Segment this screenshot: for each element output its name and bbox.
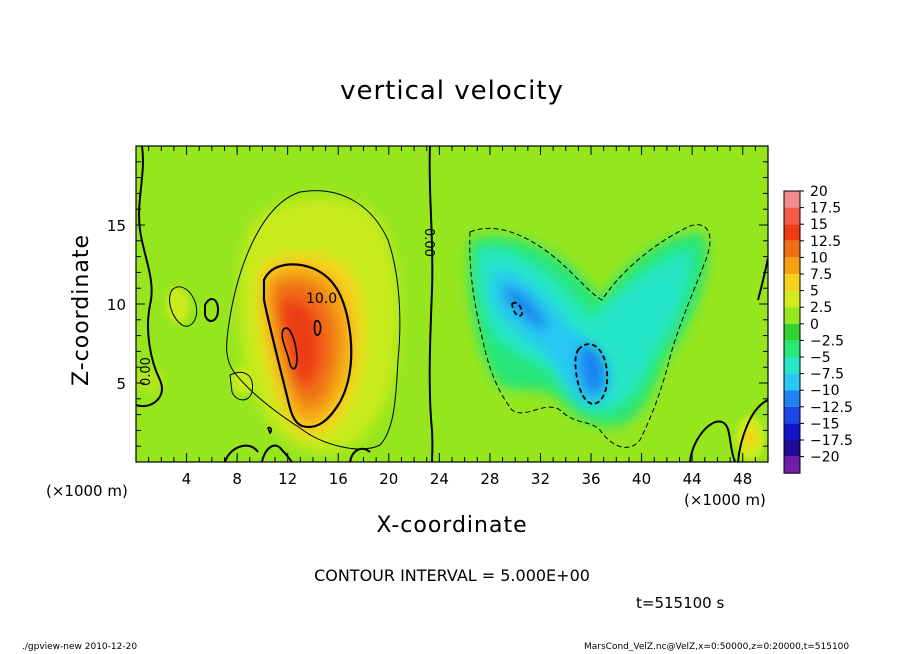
x-unit-label-right: (×1000 m) [684, 491, 766, 509]
colorbar-label: 7.5 [810, 267, 832, 283]
colorbar-label: 0 [810, 317, 819, 333]
colorbar-swatch [784, 224, 800, 241]
y-tick-label: 5 [116, 375, 126, 393]
colorbar-label: 10 [810, 250, 828, 266]
colorbar-swatch [784, 357, 800, 374]
colorbar-label: 15 [810, 217, 828, 233]
x-tick-label: 28 [480, 470, 499, 488]
colorbar-swatch [784, 274, 800, 291]
x-tick-label: 12 [278, 470, 297, 488]
x-tick-label: 44 [683, 470, 702, 488]
colorbar-swatch [784, 257, 800, 274]
time-label: t=515100 s [636, 594, 725, 612]
y-axis-label: Z-coordinate [69, 234, 94, 386]
colorbar-label: −7.5 [810, 367, 844, 383]
colorbar-swatch [784, 191, 800, 208]
contour-labels: 10.0 0.00 0.00 [139, 228, 436, 386]
colorbar-label: −10 [810, 383, 840, 399]
y-tick-label: 15 [107, 217, 126, 235]
colorbar-swatch [784, 340, 800, 357]
y-tick-label: 10 [107, 296, 126, 314]
contour-lines [136, 146, 768, 462]
colorbar-label: −15 [810, 416, 840, 432]
colorbar-label: 5 [810, 284, 819, 300]
chart-title: vertical velocity [340, 76, 564, 106]
colorbar-swatch [784, 373, 800, 391]
contour-label-10: 10.0 [306, 291, 337, 307]
contour-label-0-center: 0.00 [421, 228, 436, 257]
footer-right: MarsCond_VelZ.nc@VelZ,x=0:50000,z=0:2000… [584, 642, 850, 652]
colorbar-swatch [784, 390, 800, 407]
colorbar-label: −5 [810, 350, 831, 366]
contour-label-0-left: 0.00 [139, 357, 154, 386]
colorbar-label: −20 [810, 450, 840, 466]
colorbar-label: −17.5 [810, 433, 853, 449]
colorbar-frame [783, 190, 801, 474]
x-tick-label: 8 [232, 470, 242, 488]
colorbar-swatch [784, 290, 800, 308]
x-unit-label-left: (×1000 m) [46, 482, 128, 500]
colorbar-swatch [784, 207, 800, 225]
colorbar-swatch [784, 323, 800, 341]
colorbar-swatch [784, 240, 800, 258]
colorbar-swatch [784, 423, 800, 440]
colorbar-label: −12.5 [810, 400, 853, 416]
colorbar-label: −2.5 [810, 333, 844, 349]
x-tick-label: 48 [733, 470, 752, 488]
colorbar-label: 17.5 [810, 201, 841, 217]
colorbar-swatch [784, 307, 800, 324]
footer-left: ./gpview-new 2010-12-20 [22, 642, 138, 652]
x-tick-label: 32 [531, 470, 550, 488]
x-tick-label: 40 [632, 470, 651, 488]
x-tick-label: 36 [581, 470, 600, 488]
colorbar-label: 2.5 [810, 300, 832, 316]
x-tick-label: 20 [379, 470, 398, 488]
colorbar-label: 20 [810, 184, 828, 200]
colorbar-label: 12.5 [810, 234, 841, 250]
heatmap-field [136, 146, 768, 462]
x-tick-label: 16 [329, 470, 348, 488]
colorbar-swatch [784, 456, 800, 474]
x-tick-label: 4 [182, 470, 192, 488]
y-axis: 5 10 15 [107, 161, 768, 447]
colorbar-swatch [784, 440, 800, 457]
x-axis: 4 8 12 16 20 24 28 32 36 40 44 48 [148, 146, 756, 488]
x-tick-label: 24 [430, 470, 449, 488]
colorbar-swatch [784, 406, 800, 424]
x-axis-label: X-coordinate [376, 513, 528, 538]
contour-interval-text: CONTOUR INTERVAL = 5.000E+00 [314, 566, 590, 585]
colorbar: 2017.51512.5107.552.50−2.5−5−7.5−10−12.5… [783, 184, 853, 474]
